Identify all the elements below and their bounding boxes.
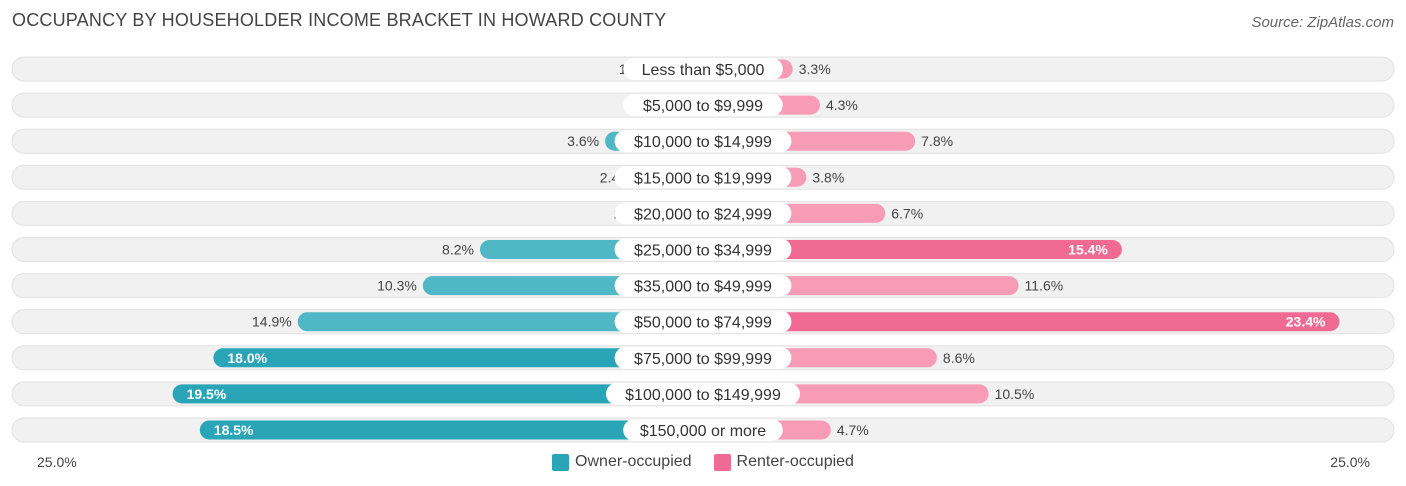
value-label-renter: 4.7%	[837, 422, 869, 438]
value-label-renter: 8.6%	[943, 350, 975, 366]
legend-item-owner: Owner-occupied	[552, 453, 692, 471]
value-label-renter: 7.8%	[921, 133, 953, 149]
legend-label-owner: Owner-occupied	[575, 453, 692, 470]
value-label-renter: 11.6%	[1025, 278, 1064, 294]
category-pill	[614, 202, 792, 225]
chart-area: 1.7%3.3%Less than $5,0001.3%4.3%$5,000 t…	[11, 56, 1395, 443]
category-label: $5,000 to $9,999	[643, 98, 763, 115]
axis-label-left: 25.0%	[37, 454, 77, 470]
category-label: $100,000 to $149,999	[625, 387, 781, 404]
legend-swatch-renter	[713, 453, 731, 471]
value-label-renter: 10.5%	[995, 386, 1035, 402]
value-label-renter: 3.8%	[812, 169, 844, 185]
source-label: Source: ZipAtlas.com	[1251, 14, 1394, 31]
category-pill	[614, 166, 792, 189]
chart-title: OCCUPANCY BY HOUSEHOLDER INCOME BRACKET …	[12, 10, 667, 30]
bar-owner	[213, 348, 703, 368]
category-pill	[614, 238, 792, 261]
value-label-renter: 6.7%	[891, 205, 923, 221]
category-label: $50,000 to $74,999	[634, 315, 772, 332]
category-pill	[623, 94, 783, 117]
category-pill	[606, 382, 800, 405]
category-label: $75,000 to $99,999	[634, 351, 772, 368]
value-label-renter: 23.4%	[1286, 314, 1326, 330]
category-pill	[614, 274, 792, 297]
value-label-owner: 3.6%	[567, 133, 599, 149]
value-label-owner: 19.5%	[187, 386, 227, 402]
legend-item-renter: Renter-occupied	[713, 453, 854, 471]
value-label-owner: 8.2%	[442, 242, 474, 258]
legend: Owner-occupied Renter-occupied	[0, 453, 1406, 471]
legend-label-renter: Renter-occupied	[736, 453, 854, 470]
category-label: Less than $5,000	[642, 62, 765, 79]
category-pill	[623, 419, 783, 441]
value-label-renter: 15.4%	[1068, 242, 1108, 258]
value-label-renter: 3.3%	[799, 61, 831, 77]
value-label-owner: 18.5%	[214, 422, 254, 438]
category-pill	[623, 58, 783, 80]
category-label: $35,000 to $49,999	[634, 279, 772, 296]
category-label: $25,000 to $34,999	[634, 243, 772, 260]
category-pill	[614, 130, 792, 153]
value-label-owner: 18.0%	[227, 350, 267, 366]
category-label: $20,000 to $24,999	[634, 206, 772, 223]
category-label: $15,000 to $19,999	[634, 170, 772, 187]
value-label-renter: 4.3%	[826, 97, 858, 113]
axis-label-right: 25.0%	[1330, 454, 1370, 470]
category-pill	[614, 346, 792, 369]
category-pill	[614, 310, 792, 333]
bar-owner	[172, 384, 704, 404]
bar-owner	[297, 312, 703, 332]
bar-renter	[703, 312, 1340, 332]
legend-swatch-owner	[552, 453, 570, 471]
bar-owner	[199, 420, 704, 440]
value-label-owner: 14.9%	[252, 314, 292, 330]
category-label: $150,000 or more	[640, 423, 766, 440]
category-label: $10,000 to $14,999	[634, 134, 772, 151]
bar-renter	[703, 240, 1122, 259]
value-label-owner: 10.3%	[377, 278, 417, 294]
